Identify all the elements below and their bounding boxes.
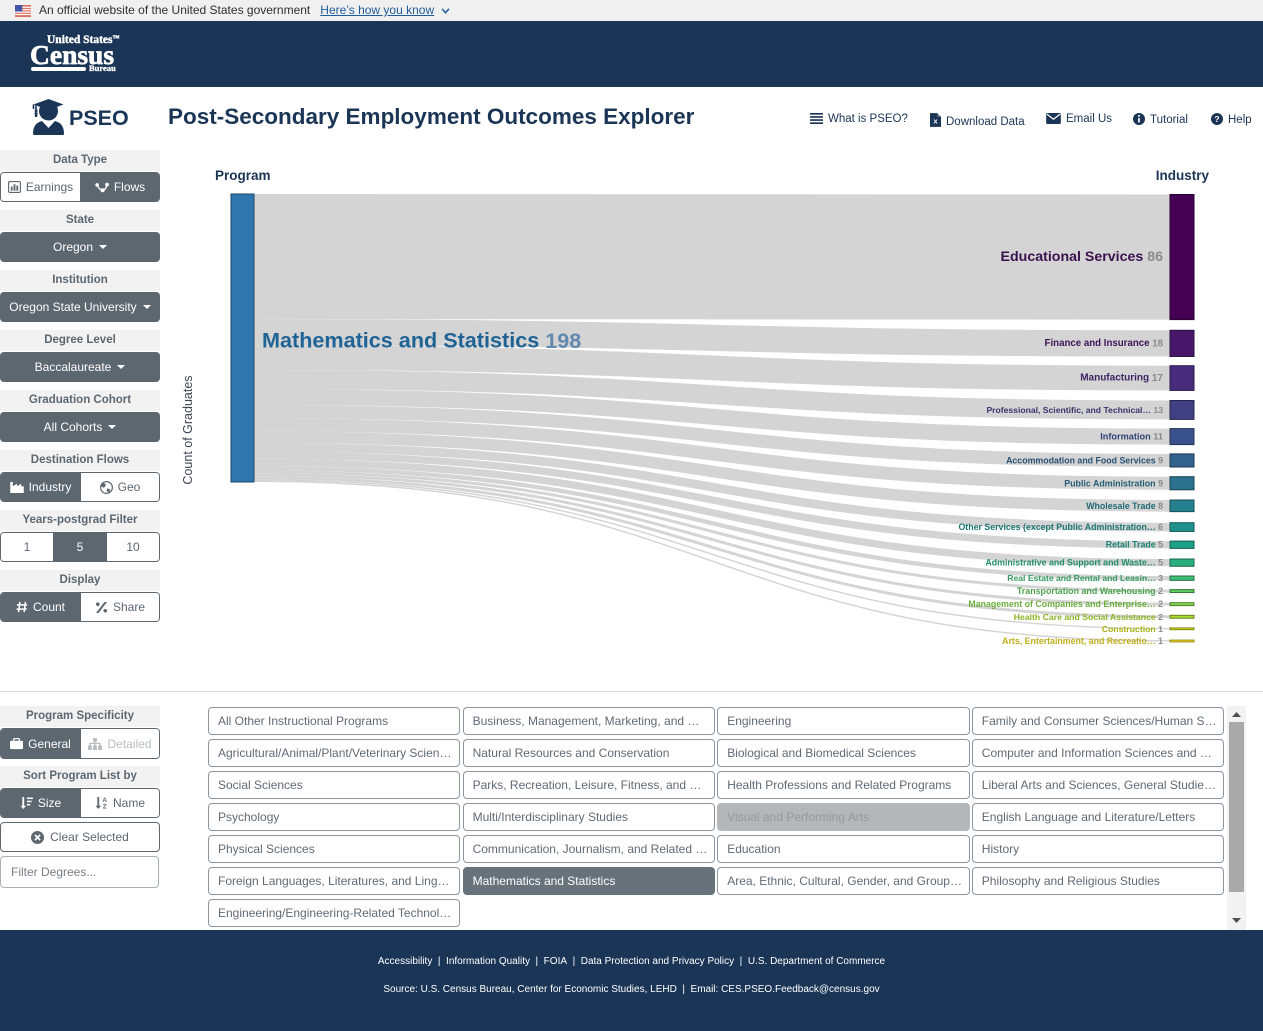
svg-text:x: x (933, 117, 938, 126)
svg-text:Retail Trade 5: Retail Trade 5 (1106, 540, 1163, 550)
svg-text:Accommodation and Food Service: Accommodation and Food Services 9 (1006, 455, 1163, 465)
svg-text:?: ? (1214, 114, 1219, 124)
svg-text:Information 11: Information 11 (1100, 432, 1163, 442)
svg-text:Industry: Industry (1156, 168, 1210, 183)
svg-text:Z: Z (103, 804, 107, 809)
svg-text:Professional, Scientific, and: Professional, Scientific, and Technical…… (986, 405, 1163, 415)
svg-text:Health Care and Social Assista: Health Care and Social Assistance 2 (1014, 612, 1164, 622)
svg-text:Management of Companies and En: Management of Companies and Enterprise… … (968, 599, 1163, 609)
svg-text:Real Estate and Rental and Lea: Real Estate and Rental and Leasin… 3 (1007, 573, 1163, 583)
svg-text:Finance and Insurance 18: Finance and Insurance 18 (1045, 338, 1164, 349)
svg-text:Count of Graduates: Count of Graduates (181, 375, 195, 484)
svg-text:Program: Program (215, 168, 271, 183)
svg-text:Administrative and Support and: Administrative and Support and Waste… 5 (985, 558, 1163, 568)
svg-text:Educational Services 86: Educational Services 86 (1001, 249, 1164, 265)
svg-text:Mathematics and Statistics 198: Mathematics and Statistics 198 (262, 328, 581, 353)
svg-text:Arts, Entertainment, and Recre: Arts, Entertainment, and Recreatio… 1 (1002, 636, 1163, 646)
svg-text:Construction 1: Construction 1 (1102, 624, 1163, 634)
svg-text:Transportation and Warehousing: Transportation and Warehousing 2 (1017, 586, 1163, 596)
svg-text:Wholesale Trade 8: Wholesale Trade 8 (1086, 501, 1163, 511)
svg-text:Public Administration 9: Public Administration 9 (1064, 478, 1163, 488)
svg-text:A: A (102, 797, 107, 804)
svg-text:Other Services (except Public: Other Services (except Public Administra… (958, 522, 1163, 532)
svg-text:Manufacturing 17: Manufacturing 17 (1080, 373, 1163, 384)
